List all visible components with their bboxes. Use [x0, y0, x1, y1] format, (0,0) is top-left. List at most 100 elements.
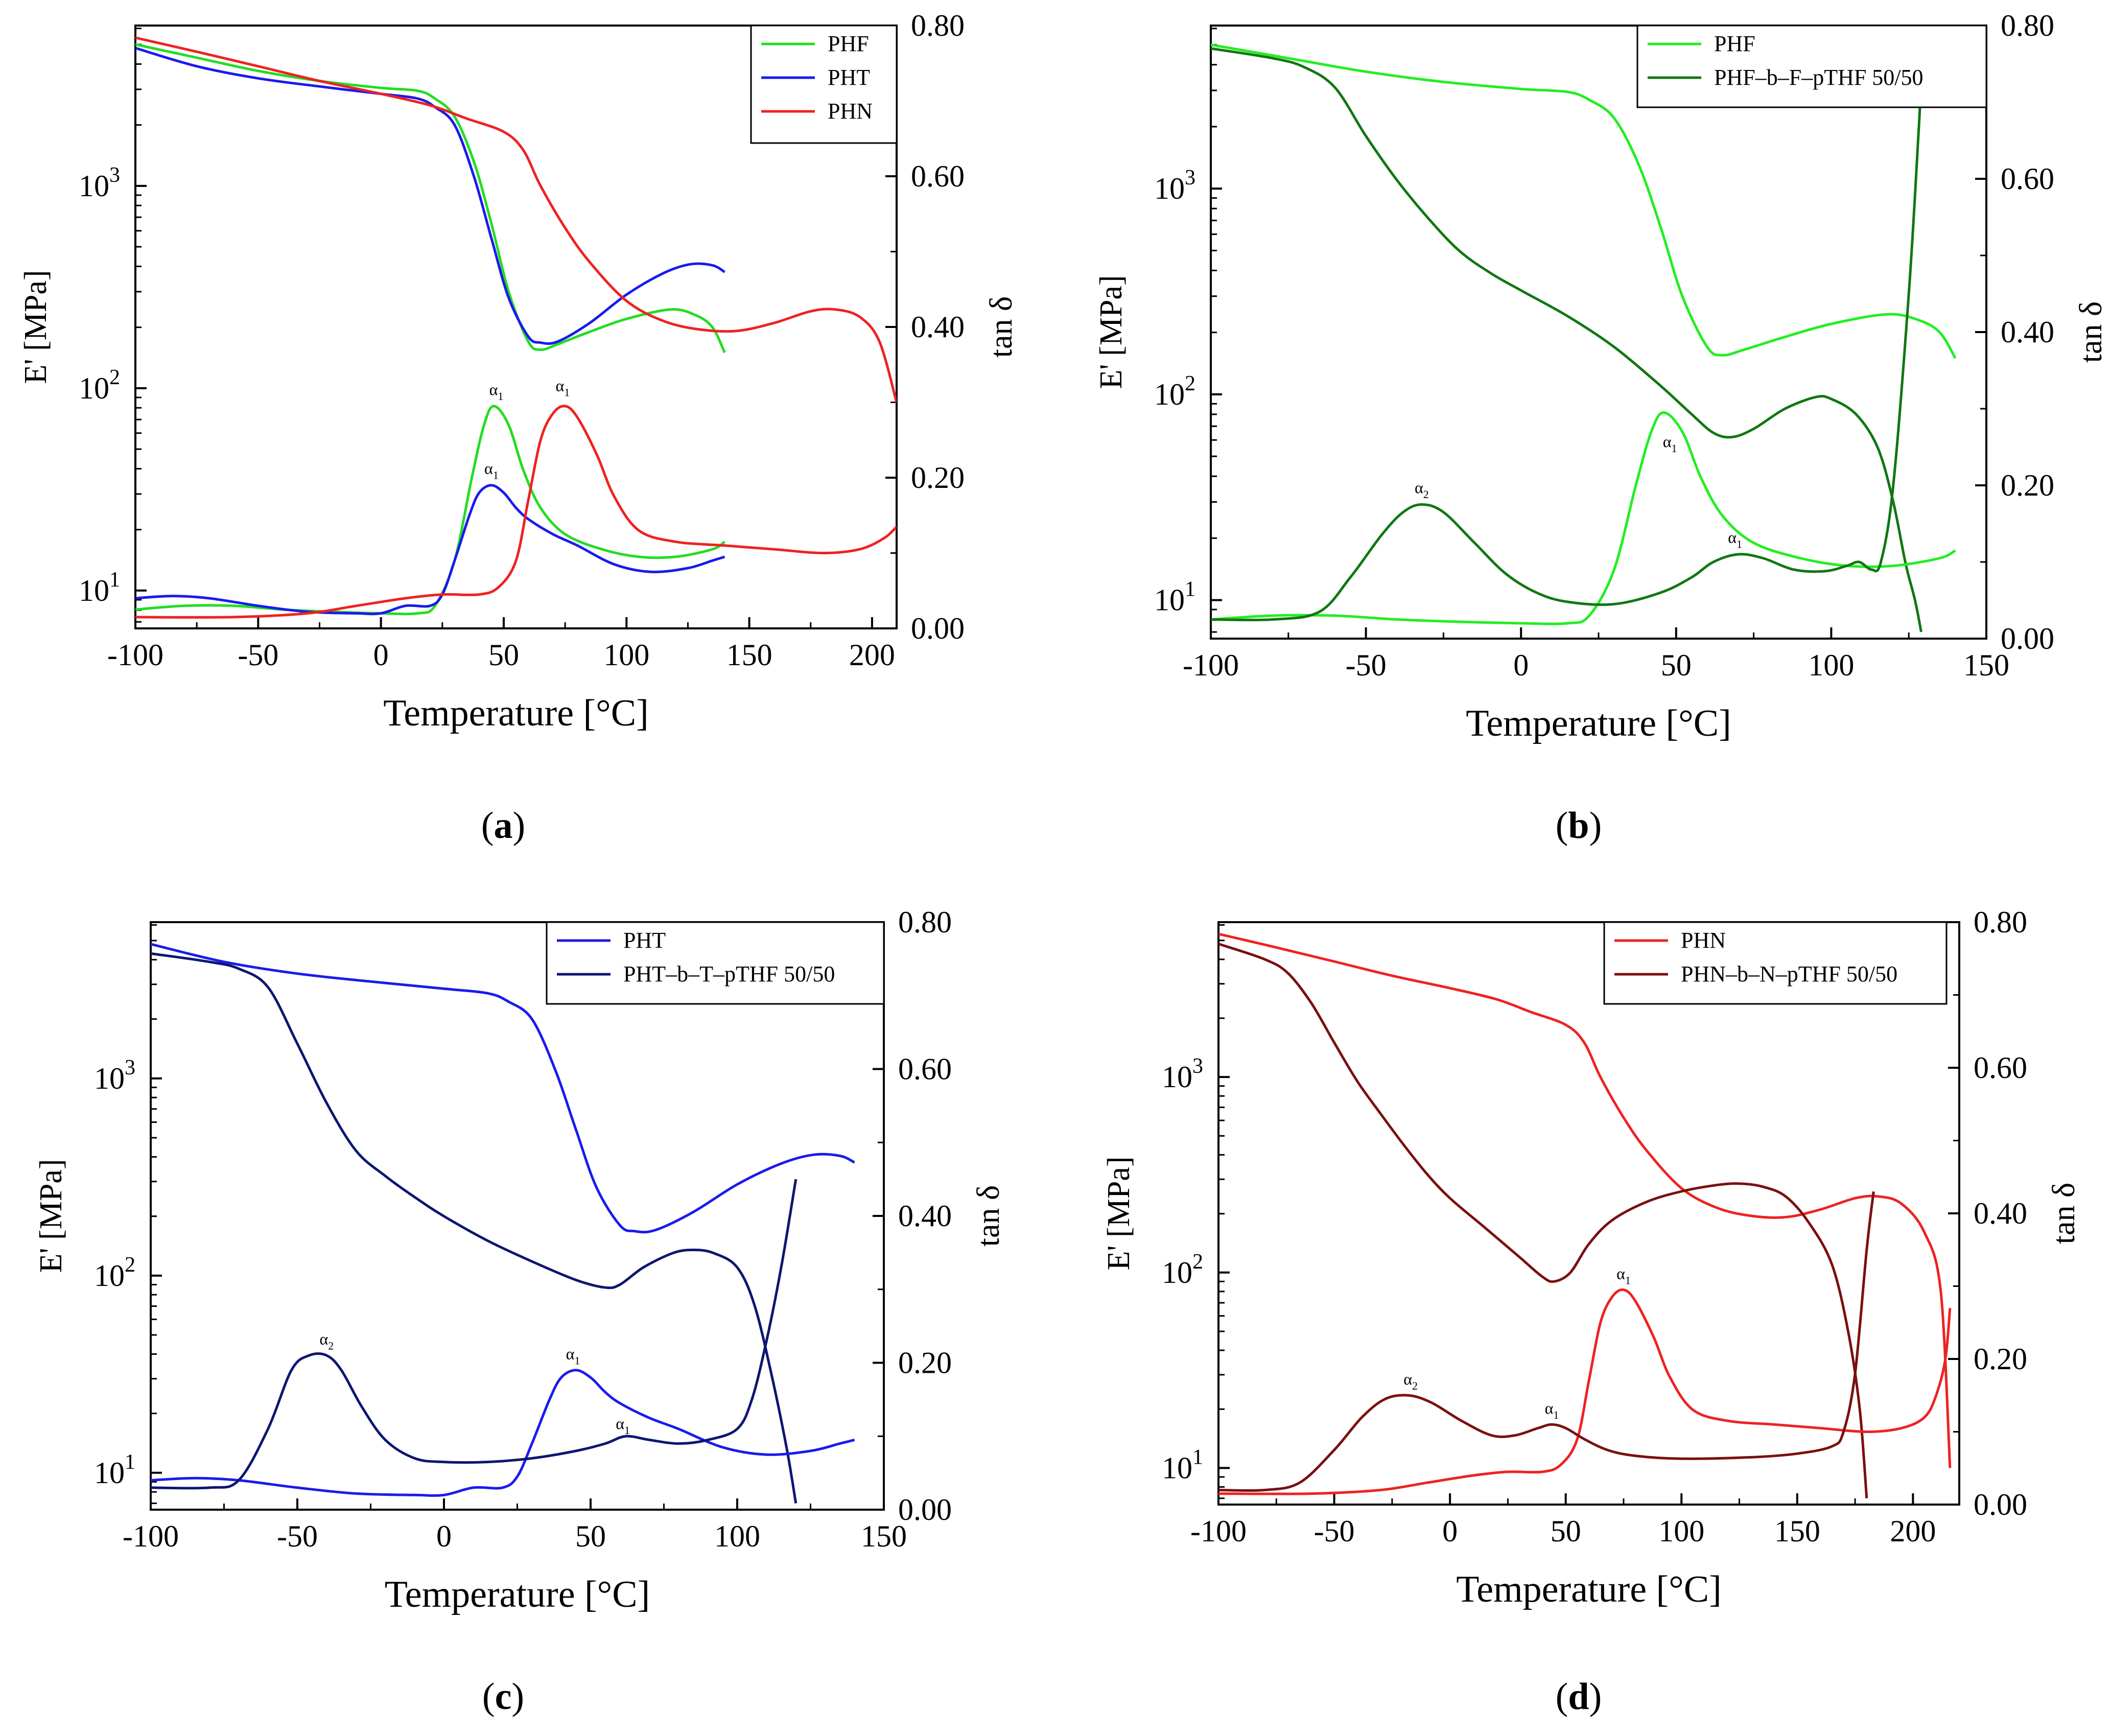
y-axis-label: E' [MPa] — [18, 270, 53, 384]
x-tick-label: -100 — [1190, 1514, 1247, 1548]
y-tick-exponent: 1 — [125, 1450, 135, 1474]
series-group — [151, 943, 855, 1504]
x-tick-label: 150 — [1774, 1514, 1820, 1548]
panel-caption: (a) — [481, 805, 525, 847]
annotation-symbol: α — [566, 1344, 575, 1363]
chart-panel-b: -100 -50 0 50 100 1501011021030.000.200.400.6… — [1094, 9, 2108, 847]
caption-close-paren: ) — [1589, 805, 1602, 847]
y2-axis-label: tan δ — [2074, 301, 2108, 363]
y2-tick-label: 0.40 — [911, 310, 965, 344]
x-tick-label: 150 — [726, 638, 772, 672]
series-line — [135, 46, 725, 345]
x-tick-label: 0 — [1442, 1514, 1458, 1548]
y-tick-label: 102 — [1162, 1250, 1203, 1289]
x-axis-label: Temperature [°C] — [1466, 702, 1731, 744]
y2-tick-label: 0.40 — [2001, 315, 2054, 349]
y-tick-base: 10 — [1154, 378, 1185, 411]
legend-label: PHT — [828, 65, 870, 90]
y-tick-exponent: 1 — [1192, 1445, 1203, 1469]
y-tick-exponent: 2 — [1192, 1250, 1203, 1274]
y-tick-label: 103 — [1154, 166, 1195, 205]
panel-caption: (b) — [1556, 805, 1602, 847]
caption-open-paren: ( — [482, 1676, 495, 1718]
x-tick-label: -50 — [277, 1519, 318, 1553]
y-tick-label: 102 — [79, 366, 120, 405]
y2-tick-label: 0.00 — [2001, 622, 2054, 655]
chart-panel-a: -100 -50 0 50 100 150 2001011021030.000.200.40… — [18, 9, 1019, 847]
series-line — [135, 36, 897, 403]
x-tick-label: 0 — [436, 1519, 452, 1553]
y2-tick-label: 0.40 — [898, 1199, 952, 1233]
annotation-symbol: α — [484, 459, 493, 478]
peak-annotation: α1 — [1728, 528, 1742, 551]
peak-annotation: α1 — [555, 376, 570, 398]
peak-annotation: α2 — [320, 1330, 334, 1352]
y-tick-exponent: 1 — [109, 568, 120, 592]
series-line — [1218, 1191, 1875, 1492]
x-tick-label: 100 — [714, 1519, 760, 1553]
y-tick-base: 10 — [79, 574, 109, 607]
y2-tick-label: 0.80 — [1974, 905, 2027, 939]
x-tick-label: -50 — [1314, 1514, 1355, 1548]
chart-panel-d: -100 -50 0 50 100 150 2001011021030.000.200.40… — [1101, 905, 2081, 1718]
peak-annotation: α1 — [489, 380, 504, 403]
annotation-symbol: α — [1728, 528, 1737, 547]
peak-annotation: α1 — [484, 459, 499, 482]
y2-tick-label: 0.80 — [2001, 9, 2054, 42]
legend-label: PHF — [828, 31, 869, 56]
y-axis-label: E' [MPa] — [1094, 275, 1129, 389]
y-tick-label: 102 — [1154, 372, 1195, 411]
caption-open-paren: ( — [481, 805, 494, 847]
y-tick-base: 10 — [79, 169, 109, 203]
y-tick-label: 103 — [1162, 1054, 1203, 1094]
x-tick-label: 50 — [1661, 648, 1692, 682]
peak-annotation: α1 — [566, 1344, 580, 1367]
x-tick-label: 0 — [1513, 648, 1529, 682]
y2-tick-label: 0.20 — [2001, 468, 2054, 502]
y-tick-base: 10 — [1154, 583, 1185, 617]
series-group — [135, 36, 897, 619]
y2-tick-label: 0.20 — [1974, 1342, 2027, 1376]
series-group — [1211, 26, 1957, 632]
y2-tick-label: 0.00 — [1974, 1488, 2027, 1521]
legend-box — [1603, 921, 1948, 1005]
series-line — [1211, 411, 1956, 625]
series-line — [151, 952, 798, 1504]
x-axis-label: Temperature [°C] — [385, 1574, 650, 1615]
annotation-subscript: 1 — [1737, 538, 1742, 551]
annotation-symbol: α — [1616, 1264, 1625, 1282]
x-tick-label: 150 — [861, 1519, 907, 1553]
series-line — [1218, 943, 1868, 1498]
y2-tick-label: 0.00 — [911, 612, 965, 645]
series-line — [151, 1179, 798, 1490]
y-tick-label: 102 — [94, 1253, 135, 1293]
y-tick-exponent: 3 — [1185, 166, 1195, 190]
y-tick-exponent: 2 — [109, 366, 120, 389]
annotation-symbol: α — [320, 1330, 329, 1348]
y2-tick-label: 0.60 — [1974, 1051, 2027, 1085]
x-tick-label: 100 — [603, 638, 649, 672]
y-tick-base: 10 — [1162, 1060, 1192, 1094]
annotation-subscript: 1 — [498, 390, 503, 403]
legend-box — [1636, 25, 1987, 108]
annotation-symbol: α — [1415, 478, 1423, 497]
legend-label: PHN — [828, 99, 873, 124]
y2-axis-label: tan δ — [971, 1185, 1006, 1247]
caption-close-paren: ) — [1589, 1676, 1602, 1718]
x-tick-label: 50 — [1551, 1514, 1581, 1548]
caption-letter: d — [1568, 1676, 1589, 1718]
y-tick-exponent: 2 — [1185, 372, 1195, 395]
y-axis-label: E' [MPa] — [1101, 1157, 1136, 1271]
peak-annotation: α2 — [1415, 478, 1429, 501]
annotation-subscript: 1 — [624, 1424, 630, 1437]
series-line — [1218, 1288, 1952, 1495]
legend-label: PHT — [623, 928, 666, 953]
series-line — [151, 943, 855, 1234]
legend-label: PHN — [1681, 928, 1726, 953]
annotation-subscript: 1 — [1672, 442, 1677, 455]
series-line — [135, 43, 726, 354]
y-tick-exponent: 1 — [1185, 578, 1195, 601]
caption-open-paren: ( — [1556, 1676, 1568, 1718]
caption-letter: b — [1568, 805, 1589, 847]
